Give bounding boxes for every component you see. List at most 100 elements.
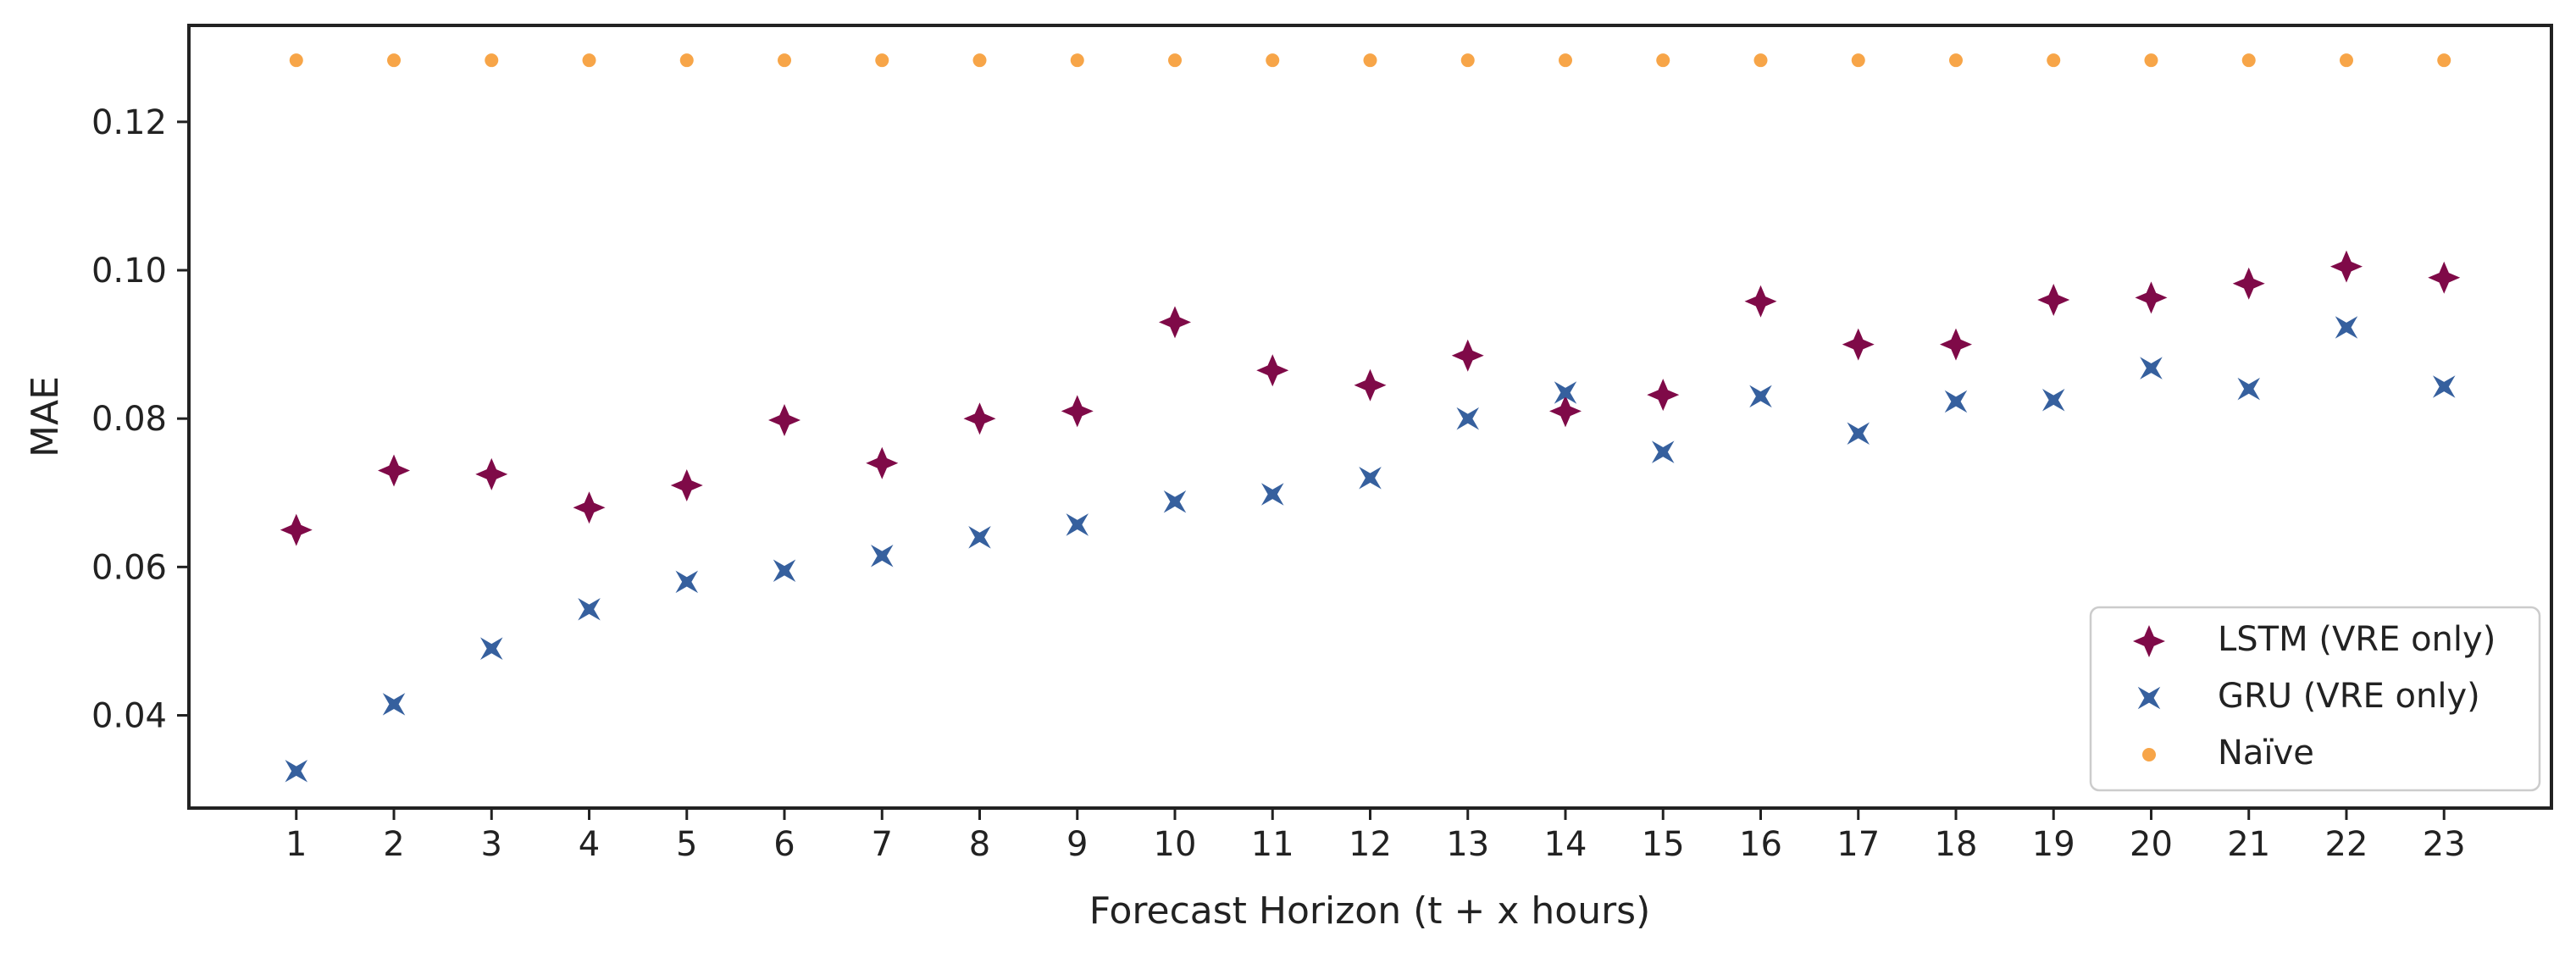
x-tick-label: 11 <box>1251 825 1294 864</box>
x-tick-label: 6 <box>773 825 795 864</box>
data-point <box>1842 328 1875 361</box>
series-2 <box>289 53 2451 68</box>
x-tick-label: 19 <box>2032 825 2075 864</box>
x-tick-label: 16 <box>1739 825 1782 864</box>
data-point <box>968 526 991 549</box>
data-point <box>280 513 313 546</box>
data-point <box>2135 281 2168 314</box>
data-point <box>1548 395 1582 428</box>
x-tick-label: 4 <box>579 825 600 864</box>
x-tick-label: 22 <box>2325 825 2368 864</box>
data-point <box>1749 385 1772 408</box>
y-tick-label: 0.04 <box>91 697 167 736</box>
x-tick-label: 18 <box>1935 825 1978 864</box>
data-point <box>2339 53 2353 68</box>
ticks-layer: 1 2 3 4 5 6 7 8 9 10 11 12 13 14 15 16 17 18 19 20 21 22 230.0… <box>91 103 2466 864</box>
data-point <box>387 53 402 68</box>
x-tick-label: 15 <box>1642 825 1685 864</box>
data-point <box>578 598 601 621</box>
legend-marker-lstm <box>2133 625 2165 657</box>
x-tick-label: 8 <box>969 825 990 864</box>
data-point <box>480 637 503 660</box>
data-point <box>1359 466 1382 490</box>
data-point <box>1354 368 1387 401</box>
data-point <box>1066 513 1089 536</box>
data-point <box>475 457 508 490</box>
data-point <box>1948 53 1963 68</box>
data-point <box>2437 53 2451 68</box>
data-point <box>1451 339 1484 372</box>
data-point <box>1847 422 1870 445</box>
data-point <box>875 53 889 68</box>
x-tick-label: 14 <box>1544 825 1587 864</box>
data-point <box>2237 377 2260 401</box>
legend-box <box>2089 606 2541 792</box>
data-point <box>866 446 899 479</box>
data-point <box>378 454 411 487</box>
data-point <box>1753 53 1768 68</box>
data-point <box>2041 389 2065 412</box>
x-tick-label: 13 <box>1446 825 1489 864</box>
marks-layer <box>280 53 2461 783</box>
x-tick-label: 9 <box>1066 825 1088 864</box>
data-point <box>1651 440 1675 463</box>
x-tick-label: 2 <box>383 825 404 864</box>
data-point <box>2428 261 2461 294</box>
data-point <box>285 759 308 783</box>
data-point <box>1256 354 1289 387</box>
data-point <box>679 53 694 68</box>
data-point <box>582 53 596 68</box>
data-point <box>768 403 801 436</box>
data-point <box>871 544 894 568</box>
data-point <box>1070 53 1084 68</box>
data-point <box>1168 53 1183 68</box>
y-tick-label: 0.10 <box>91 252 167 291</box>
legend-label-naive: Naïve <box>2218 734 2314 772</box>
x-tick-label: 7 <box>872 825 893 864</box>
data-point <box>382 693 406 716</box>
data-point <box>2047 53 2061 68</box>
data-point <box>778 53 792 68</box>
data-point <box>1554 381 1577 404</box>
data-point <box>1944 390 1968 413</box>
data-point <box>1558 53 1572 68</box>
data-point <box>573 491 606 524</box>
data-point <box>670 469 703 502</box>
x-tick-label: 17 <box>1836 825 1880 864</box>
x-tick-label: 3 <box>481 825 502 864</box>
legend-marker-shape <box>2142 748 2156 761</box>
legend-label-gru: GRU (VRE only) <box>2218 677 2480 716</box>
data-point <box>963 402 996 435</box>
legend-label-lstm: LSTM (VRE only) <box>2218 620 2496 659</box>
data-point <box>2140 357 2163 379</box>
x-tick-label: 12 <box>1349 825 1392 864</box>
data-point <box>972 53 987 68</box>
data-point <box>773 559 796 582</box>
legend-item-naive: Naïve <box>2142 734 2314 772</box>
data-point <box>1266 53 1280 68</box>
data-point <box>485 53 499 68</box>
data-point <box>1260 483 1284 506</box>
legend-marker-shape <box>2133 625 2165 657</box>
data-point <box>1851 53 1865 68</box>
data-point <box>1744 285 1777 318</box>
legend-item-lstm: LSTM (VRE only) <box>2133 620 2496 659</box>
x-axis-title: Forecast Horizon (t + x hours) <box>1089 889 1651 933</box>
x-tick-label: 23 <box>2423 825 2466 864</box>
data-point <box>1159 306 1192 339</box>
x-tick-label: 10 <box>1154 825 1197 864</box>
data-point <box>1061 395 1094 428</box>
data-point <box>2037 284 2070 317</box>
y-tick-label: 0.06 <box>91 548 167 587</box>
y-axis-title: MAE <box>24 376 67 457</box>
data-point <box>1656 53 1670 68</box>
data-point <box>1163 490 1187 513</box>
x-tick-label: 21 <box>2227 825 2270 864</box>
x-tick-label: 5 <box>676 825 697 864</box>
data-point <box>1647 379 1680 412</box>
y-tick-label: 0.12 <box>91 103 167 142</box>
legend-marker-gru <box>2137 686 2161 710</box>
x-tick-label: 20 <box>2130 825 2173 864</box>
data-point <box>675 570 699 594</box>
